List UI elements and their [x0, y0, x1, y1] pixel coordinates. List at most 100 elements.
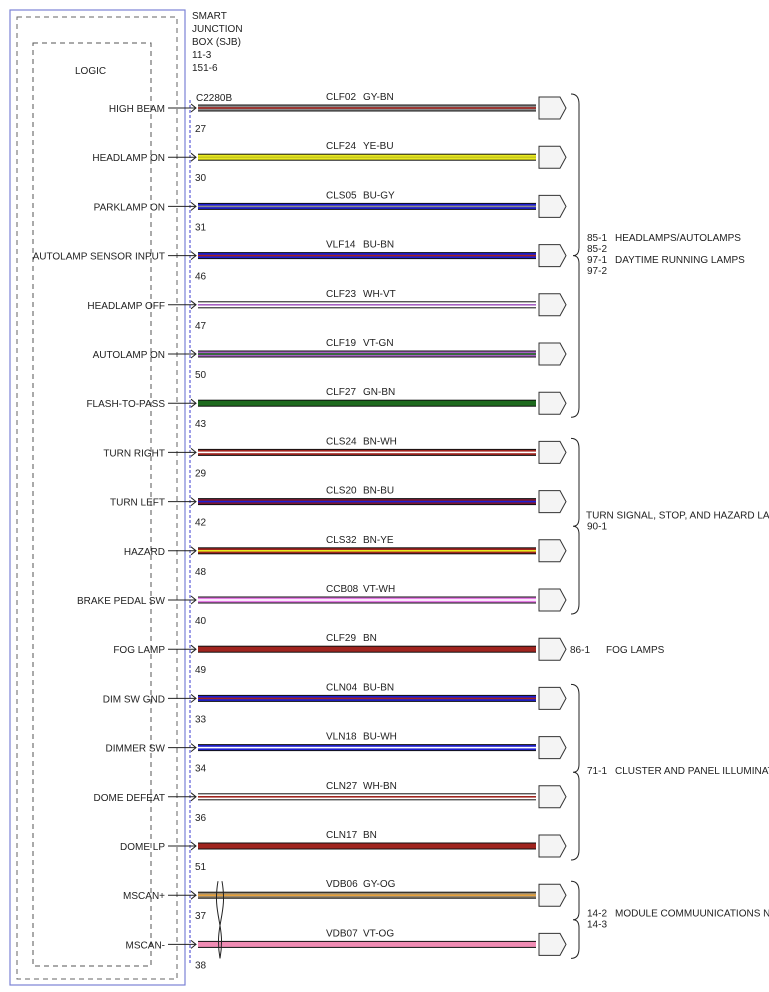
twisted-pair-symbol [215, 881, 225, 959]
sjb-module-frame [9, 9, 186, 986]
circuit-row: AUTOLAMP SENSOR INPUT 46 VLF14 BU-BN [33, 240, 567, 283]
circuit-label: TURN LEFT [110, 498, 165, 509]
wire-stripe-color [198, 156, 536, 158]
pin-number: 27 [195, 124, 207, 135]
circuit-id: CLS32 [326, 535, 357, 546]
pin-arrow [190, 644, 197, 654]
circuit-row: PARKLAMP ON 31 CLS05 BU-GY [94, 190, 567, 233]
connector-terminal-shape [538, 637, 567, 661]
circuit-id: CLF27 [326, 387, 356, 398]
circuit-label: HEADLAMP ON [92, 153, 165, 164]
circuit-id: CLS24 [326, 436, 357, 447]
group-name: DAYTIME RUNNING LAMPS [615, 255, 745, 266]
wire-color-code: BU-BN [363, 240, 394, 251]
pin-number: 49 [195, 665, 207, 676]
circuit-label: MSCAN- [126, 940, 165, 951]
connector-terminal-shape [538, 785, 567, 809]
pin-number: 36 [195, 813, 207, 824]
circuit-row: DOME LP 51 CLN17 BN [120, 830, 567, 873]
connector-terminal-shape [538, 834, 567, 858]
group-ref: 14-3 [587, 919, 607, 930]
pin-arrow [190, 202, 197, 211]
circuit-row: DIMMER SW 34 VLN18 BU-WH [106, 732, 567, 775]
circuit-row: AUTOLAMP ON 50 CLF19 VT-GN [93, 338, 567, 381]
circuit-row: DIM SW GND 33 CLN04 BU-BN [103, 682, 567, 725]
module-dashed-border [16, 16, 178, 980]
header-line: JUNCTION [192, 24, 243, 35]
connector-id: C2280B [196, 93, 232, 104]
group-brace [570, 93, 580, 418]
module-header: SMART JUNCTION BOX (SJB) 11-3 151-6 [192, 11, 243, 74]
group-ref: 14-2 [587, 908, 607, 919]
pin-arrow [190, 890, 197, 900]
header-line: 151-6 [192, 63, 218, 74]
pin-number: 31 [195, 222, 207, 233]
circuit-label: TURN RIGHT [103, 448, 165, 459]
group-ref: 85-2 [587, 244, 607, 255]
destination-group: 85-1 HEADLAMPS/AUTOLAMPS 85-297-1 DAYTIME R… [570, 93, 745, 418]
wire-stripe-color [198, 550, 536, 552]
wire-stripe-color [198, 648, 536, 650]
pin-arrow [190, 398, 197, 408]
circuit-label: DIMMER SW [106, 744, 166, 755]
group-name: MODULE COMMUUNICATIONS NETWORK [615, 908, 769, 919]
connector-terminal-shape [538, 736, 567, 760]
group-name: FOG LAMPS [606, 645, 665, 656]
circuit-label: HIGH BEAM [109, 104, 165, 115]
circuit-id: VLN18 [326, 732, 357, 743]
logic-dashed-box [32, 42, 152, 967]
pin-arrow [190, 497, 197, 506]
circuit-label: FLASH-TO-PASS [86, 399, 165, 410]
pin-arrow [190, 448, 197, 457]
wire-stripe-color [198, 107, 536, 109]
pin-number: 34 [195, 764, 207, 775]
connector-terminal-shape [538, 539, 567, 563]
circuit-id: CLS05 [326, 190, 357, 201]
destination-group: 14-2 MODULE COMMUUNICATIONS NETWORK 14-3 [570, 880, 769, 959]
pin-arrow [190, 694, 197, 703]
circuit-row: TURN LEFT 42 CLS20 BN-BU [110, 486, 567, 529]
connector-terminal-shape [538, 490, 567, 514]
group-brace [570, 437, 580, 615]
group-ref: 85-1 [587, 233, 607, 244]
group-name: TURN SIGNAL, STOP, AND HAZARD LAMPS [586, 511, 769, 522]
wire-stripe-color [198, 254, 536, 257]
circuit-row: MSCAN- 38 VDB07 VT-OG [126, 928, 567, 971]
wire-color-code: VT-GN [363, 338, 394, 349]
pin-number: 37 [195, 911, 207, 922]
connector-terminal-shape [538, 686, 567, 710]
pin-arrow [190, 940, 197, 949]
pin-number: 40 [195, 616, 207, 627]
connector-terminal-shape [538, 96, 567, 120]
pin-arrow [190, 841, 197, 851]
circuit-id: CLN27 [326, 781, 358, 792]
circuit-rows: HIGH BEAM 27 CLF02 GY-BN HEADLAMP ON 30 CLF24 Y… [33, 92, 567, 971]
circuit-row: TURN RIGHT 29 CLS24 BN-WH [103, 436, 567, 479]
circuit-label: MSCAN+ [123, 891, 165, 902]
circuit-id: CLN04 [326, 682, 358, 693]
circuit-label: DIM SW GND [103, 694, 165, 705]
pin-arrow [190, 792, 197, 802]
wire-color-code: GN-BN [363, 387, 395, 398]
group-brace [570, 880, 580, 959]
circuit-row: MSCAN+ 37 VDB06 GY-OG [123, 879, 567, 922]
destination-group: TURN SIGNAL, STOP, AND HAZARD LAMPS90-1 [570, 437, 769, 615]
wire-stripe-color [198, 304, 536, 306]
pin-arrow [190, 595, 197, 605]
header-line: BOX (SJB) [192, 37, 241, 48]
wire-stripe-color [198, 943, 536, 946]
circuit-label: BRAKE PEDAL SW [77, 596, 166, 607]
connector-terminal-shape [538, 440, 567, 464]
pin-arrow [190, 743, 197, 752]
wire-color-code: VT-WH [363, 584, 395, 595]
circuit-id: VDB06 [326, 879, 358, 890]
wire-stripe-color [198, 894, 536, 896]
twist-line [215, 881, 223, 959]
pin-number: 51 [195, 862, 207, 873]
wire-stripe-color [198, 746, 536, 749]
connector-terminal-shape [538, 342, 567, 366]
wire-color-code: YE-BU [363, 141, 394, 152]
connector-terminal-shape [538, 588, 567, 612]
pin-number: 46 [195, 272, 207, 283]
